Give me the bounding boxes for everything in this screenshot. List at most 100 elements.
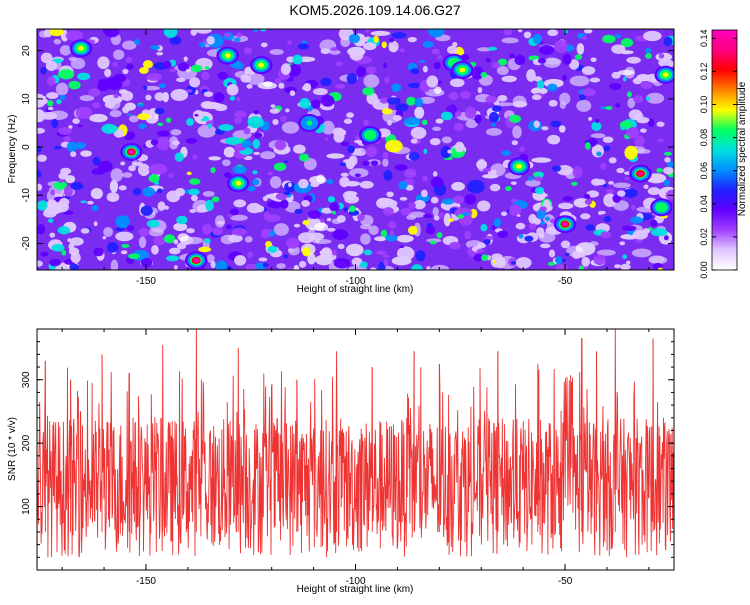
heatmap-cell (139, 66, 149, 74)
heatmap-cell (192, 154, 198, 160)
heatmap-cell (508, 114, 522, 123)
heatmap-y-label: Frequency (Hz) (7, 115, 18, 184)
heatmap-cell (529, 222, 536, 231)
heatmap-cell (365, 66, 377, 74)
heatmap-cell (421, 119, 428, 126)
heatmap-cell (596, 151, 602, 157)
heatmap-cell (340, 141, 350, 147)
heatmap-cell (584, 199, 593, 205)
heatmap-cell (51, 243, 65, 252)
heatmap-cell (267, 200, 283, 209)
heatmap-cell (204, 65, 210, 70)
heatmap-cell (293, 144, 306, 154)
heatmap-cell (485, 95, 497, 104)
heatmap-trough (110, 259, 119, 270)
heatmap-cell (169, 68, 176, 73)
heatmap-cell (376, 250, 387, 256)
heatmap-cell (253, 29, 258, 33)
heatmap-cell (362, 87, 375, 96)
heatmap-cell (622, 76, 627, 82)
heatmap-cell (254, 132, 263, 139)
heatmap-cell (562, 53, 572, 65)
heatmap-cell (287, 63, 301, 77)
heatmap-cell (480, 71, 488, 78)
heatmap-cell (261, 228, 271, 234)
heatmap-trough (326, 153, 345, 159)
heatmap-cell (93, 221, 98, 227)
heatmap-trough (345, 243, 364, 257)
heatmap-hotspot (658, 204, 665, 210)
heatmap-cell (247, 116, 264, 129)
heatmap-cell (252, 139, 261, 149)
heatmap-cell (501, 75, 517, 83)
heatmap-cell (533, 76, 542, 82)
heatmap-trough (113, 49, 125, 60)
heatmap-cell (77, 124, 83, 128)
heatmap-cell (260, 42, 268, 48)
heatmap-cell (578, 94, 586, 101)
heatmap-cell (663, 235, 669, 241)
heatmap-cell (126, 113, 133, 116)
heatmap-cell (509, 53, 516, 59)
heatmap-trough (349, 168, 369, 178)
colorbar-tick-label: 0.02 (699, 228, 709, 246)
heatmap-cell (326, 178, 334, 185)
heatmap-trough (244, 236, 253, 243)
heatmap-cell (66, 141, 78, 152)
heatmap-cell (541, 193, 549, 197)
heatmap-cell (113, 93, 119, 99)
heatmap-trough (70, 57, 86, 70)
heatmap-cell (620, 38, 634, 48)
heatmap-cell (614, 264, 622, 269)
heatmap-cell (48, 218, 54, 223)
heatmap-cell (189, 178, 201, 185)
heatmap-cell (324, 137, 329, 141)
heatmap-cell (624, 145, 638, 160)
heatmap-cell (299, 97, 311, 109)
heatmap-cell (226, 84, 239, 96)
heatmap-cell (619, 241, 626, 246)
heatmap-cell (280, 199, 289, 209)
heatmap-cell (533, 176, 543, 182)
heatmap-cell (54, 201, 69, 213)
heatmap-y-tick-label: 0 (21, 144, 32, 150)
heatmap-cell (349, 49, 364, 61)
colorbar-ticks: 0.00 0.02 0.04 0.06 0.08 0.10 0.12 0.14 (699, 30, 737, 279)
heatmap-cell (210, 260, 216, 269)
heatmap-trough (316, 174, 325, 183)
heatmap-cell (255, 205, 265, 213)
heatmap-cell (464, 193, 477, 205)
heatmap-cell (514, 54, 526, 66)
heatmap-cell (544, 216, 550, 221)
heatmap-cell (102, 236, 107, 240)
heatmap-cell (497, 94, 508, 102)
heatmap-cell (387, 120, 392, 126)
heatmap-cell (320, 247, 333, 259)
heatmap-cell (528, 176, 534, 182)
heatmap-cell (200, 101, 214, 109)
heatmap-cell (47, 106, 54, 111)
heatmap-cell (241, 139, 252, 148)
snr-x-tick-label: -150 (136, 576, 156, 587)
heatmap-cell (284, 160, 289, 164)
heatmap-trough (443, 213, 451, 227)
heatmap-cell (269, 108, 280, 114)
heatmap-cell (381, 41, 387, 49)
heatmap-cell (534, 186, 545, 195)
heatmap-trough (501, 37, 519, 44)
heatmap-cell (253, 110, 259, 115)
heatmap-cell (37, 169, 42, 178)
heatmap-cell (583, 193, 591, 199)
heatmap-cell (297, 43, 309, 50)
heatmap-cell (70, 151, 77, 158)
heatmap-cell (646, 96, 651, 101)
heatmap-trough (173, 222, 188, 232)
heatmap-trough (208, 156, 222, 161)
heatmap-cell (274, 139, 287, 151)
heatmap-cell (568, 59, 580, 70)
heatmap-cell (166, 255, 180, 262)
heatmap-hotspot (224, 53, 231, 58)
heatmap-cell (563, 29, 568, 34)
